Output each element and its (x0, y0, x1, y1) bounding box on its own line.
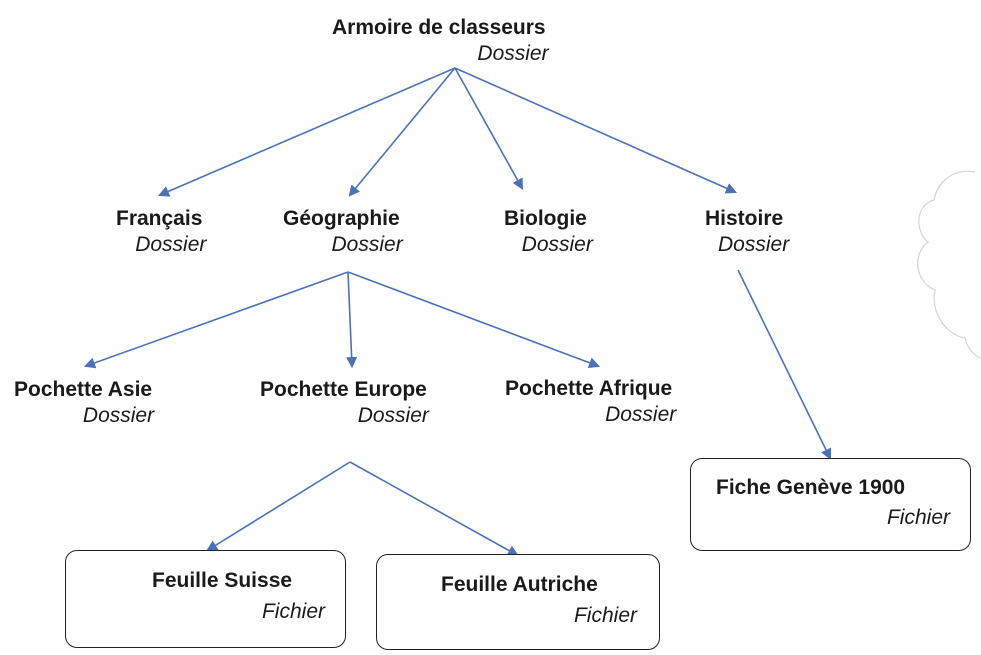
arrow-geographie-europe (346, 271, 358, 369)
node-autriche-type: Fichier (573, 604, 637, 627)
node-suisse-type: Fichier (261, 600, 325, 623)
node-afrique-type: Dossier (605, 403, 677, 426)
node-afrique: Pochette Afrique Dossier (505, 376, 676, 428)
node-histoire: Histoire Dossier (705, 206, 789, 258)
node-europe-type: Dossier (357, 404, 429, 427)
node-geneve-type: Fichier (886, 506, 950, 529)
cloud-outline-fragment (917, 170, 981, 359)
node-suisse: Feuille Suisse Fichier (65, 550, 346, 648)
node-europe: Pochette Europe Dossier (260, 377, 429, 429)
node-afrique-name: Pochette Afrique (505, 377, 673, 400)
node-root: Armoire de classeurs Dossier (332, 15, 549, 67)
arrow-europe-suisse (206, 461, 351, 552)
node-francais-type: Dossier (135, 233, 207, 256)
node-asie-name: Pochette Asie (14, 378, 153, 401)
node-root-type: Dossier (477, 42, 549, 65)
node-europe-name: Pochette Europe (260, 378, 427, 401)
node-geneve: Fiche Genève 1900 Fichier (690, 458, 971, 551)
node-autriche-name: Feuille Autriche (441, 573, 598, 596)
node-histoire-type: Dossier (718, 233, 790, 256)
arrow-root-geographie (348, 67, 456, 197)
arrow-europe-autriche (349, 461, 519, 557)
arrow-geographie-asie (83, 271, 349, 369)
node-histoire-name: Histoire (705, 207, 784, 230)
node-biologie-type: Dossier (521, 233, 593, 256)
arrow-root-biologie (454, 67, 524, 190)
arrow-geographie-afrique (347, 271, 601, 369)
node-asie-type: Dossier (82, 404, 155, 427)
arrow-histoire-geneve (737, 269, 832, 461)
node-geographie-name: Géographie (283, 207, 400, 230)
node-geneve-name: Fiche Genève 1900 (716, 476, 906, 499)
node-biologie: Biologie Dossier (504, 206, 593, 258)
arrow-root-francais (157, 67, 456, 197)
node-geographie-type: Dossier (331, 233, 403, 256)
arrow-root-histoire (454, 67, 738, 194)
node-francais-name: Français (116, 207, 203, 230)
node-autriche: Feuille Autriche Fichier (376, 554, 660, 650)
node-suisse-name: Feuille Suisse (152, 569, 293, 592)
node-geographie: Géographie Dossier (283, 206, 403, 258)
node-francais: Français Dossier (116, 206, 206, 258)
node-root-name: Armoire de classeurs (332, 16, 546, 39)
node-asie: Pochette Asie Dossier (14, 377, 155, 429)
node-biologie-name: Biologie (504, 207, 587, 230)
